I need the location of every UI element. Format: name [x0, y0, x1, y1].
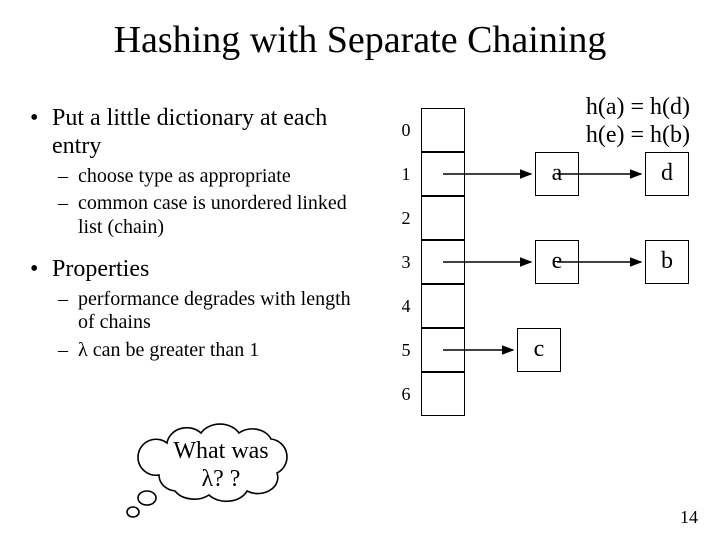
- table-row: 1 a d: [395, 152, 695, 196]
- thought-cloud-text: What was λ? ?: [156, 438, 286, 493]
- arrow-icon: [579, 152, 645, 196]
- table-row: 4: [395, 284, 695, 328]
- chain-node: d: [645, 152, 689, 196]
- arrow-icon: [579, 240, 645, 284]
- slot-box: [421, 196, 465, 240]
- arrow-icon: [465, 328, 517, 372]
- slot-index: 3: [395, 240, 417, 284]
- bullet-2-sub-1: performance degrades with length of chai…: [28, 288, 368, 335]
- cloud-line-2: λ? ?: [156, 466, 286, 494]
- page-number: 14: [680, 507, 698, 528]
- hash-table-diagram: 0 1 a d 2 3 e b 4: [395, 108, 695, 416]
- bullet-2-sub-2: λ can be greater than 1: [28, 339, 368, 363]
- bullet-1-sub-1: choose type as appropriate: [28, 165, 368, 189]
- arrow-icon: [465, 240, 535, 284]
- bullet-1-sub-2: common case is unordered linked list (ch…: [28, 192, 368, 239]
- slot-index: 0: [395, 108, 417, 152]
- slot-index: 1: [395, 152, 417, 196]
- slot-index: 6: [395, 372, 417, 416]
- arrow-icon: [465, 152, 535, 196]
- slot-index: 4: [395, 284, 417, 328]
- bullet-list: Put a little dictionary at each entry ch…: [28, 100, 368, 367]
- slot-box: [421, 108, 465, 152]
- slot-box: [421, 284, 465, 328]
- bullet-1: Put a little dictionary at each entry: [28, 104, 368, 161]
- chain-node: b: [645, 240, 689, 284]
- table-row: 6: [395, 372, 695, 416]
- slot-index: 2: [395, 196, 417, 240]
- slot-box: [421, 372, 465, 416]
- table-row: 5 c: [395, 328, 695, 372]
- table-row: 3 e b: [395, 240, 695, 284]
- slot-index: 5: [395, 328, 417, 372]
- table-row: 2: [395, 196, 695, 240]
- chain-node: c: [517, 328, 561, 372]
- bullet-2: Properties: [28, 255, 368, 283]
- table-row: 0: [395, 108, 695, 152]
- cloud-line-1: What was: [156, 438, 286, 466]
- slide-title: Hashing with Separate Chaining: [0, 18, 720, 62]
